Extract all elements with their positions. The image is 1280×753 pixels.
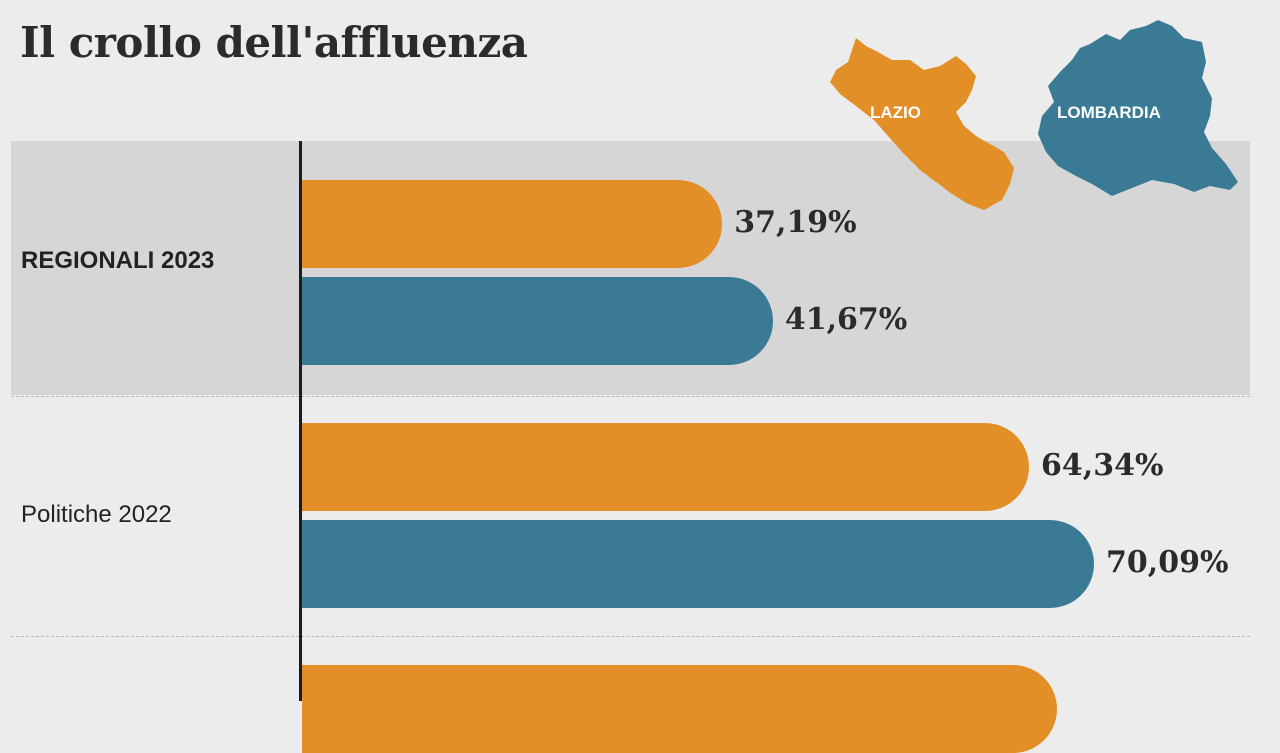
- bar-lombardia-1: [302, 520, 1095, 608]
- value-label-lombardia-1: 70,09%: [1106, 545, 1229, 580]
- group-separator: [11, 636, 1250, 637]
- group-label-politiche-2022: Politiche 2022: [21, 501, 172, 528]
- lombardia-map-icon: [1038, 20, 1238, 196]
- value-label-lazio-0: 37,19%: [734, 205, 857, 240]
- bar-lombardia-0: [302, 277, 773, 365]
- bar-lazio-2: [302, 665, 1057, 753]
- legend-label-lazio: LAZIO: [870, 103, 921, 122]
- value-label-lazio-1: 64,34%: [1041, 448, 1164, 483]
- bar-lazio-0: [302, 180, 723, 268]
- chart-title: Il crollo dell'affluenza: [20, 18, 528, 67]
- lazio-map-icon: [830, 38, 1014, 210]
- bar-lazio-1: [302, 423, 1030, 511]
- group-label-regionali-2023: REGIONALI 2023: [21, 247, 215, 274]
- legend-label-lombardia: LOMBARDIA: [1057, 103, 1161, 122]
- group-separator: [11, 396, 1250, 397]
- y-axis-line: [299, 141, 302, 701]
- value-label-lombardia-0: 41,67%: [784, 302, 908, 337]
